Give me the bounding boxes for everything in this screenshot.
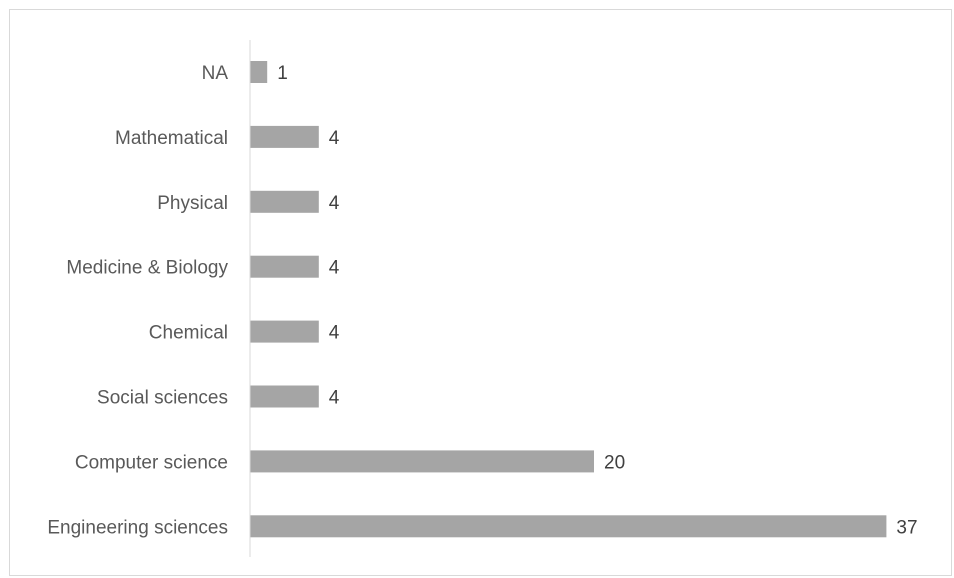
data-label: 1 (277, 63, 288, 84)
bar (250, 125, 319, 148)
bar (250, 515, 887, 538)
category-labels-group: NA Mathematical Physical Medicine & Biology… (47, 63, 228, 538)
category-label: Physical (157, 193, 228, 214)
data-label: 37 (896, 517, 917, 538)
bar (250, 450, 594, 473)
data-label: 4 (329, 258, 340, 279)
chart-frame (9, 9, 952, 576)
data-label: 4 (329, 193, 340, 214)
category-label: Mathematical (115, 128, 228, 149)
bar (250, 255, 319, 278)
bar (250, 61, 268, 83)
bar (250, 190, 319, 213)
category-label: Social sciences (97, 388, 228, 409)
data-label: 4 (329, 388, 340, 409)
category-label: Computer science (75, 452, 228, 473)
data-label: 4 (329, 128, 340, 149)
bar (250, 320, 319, 343)
category-label: Engineering sciences (47, 517, 228, 538)
category-label: NA (202, 63, 229, 84)
category-label: Medicine & Biology (66, 258, 228, 279)
category-label: Chemical (149, 323, 228, 344)
value-labels-group: 1 4 4 4 4 4 20 37 (277, 63, 917, 538)
bars-group (250, 61, 887, 538)
bar (250, 385, 319, 408)
data-label: 20 (604, 452, 625, 473)
data-label: 4 (329, 323, 340, 344)
